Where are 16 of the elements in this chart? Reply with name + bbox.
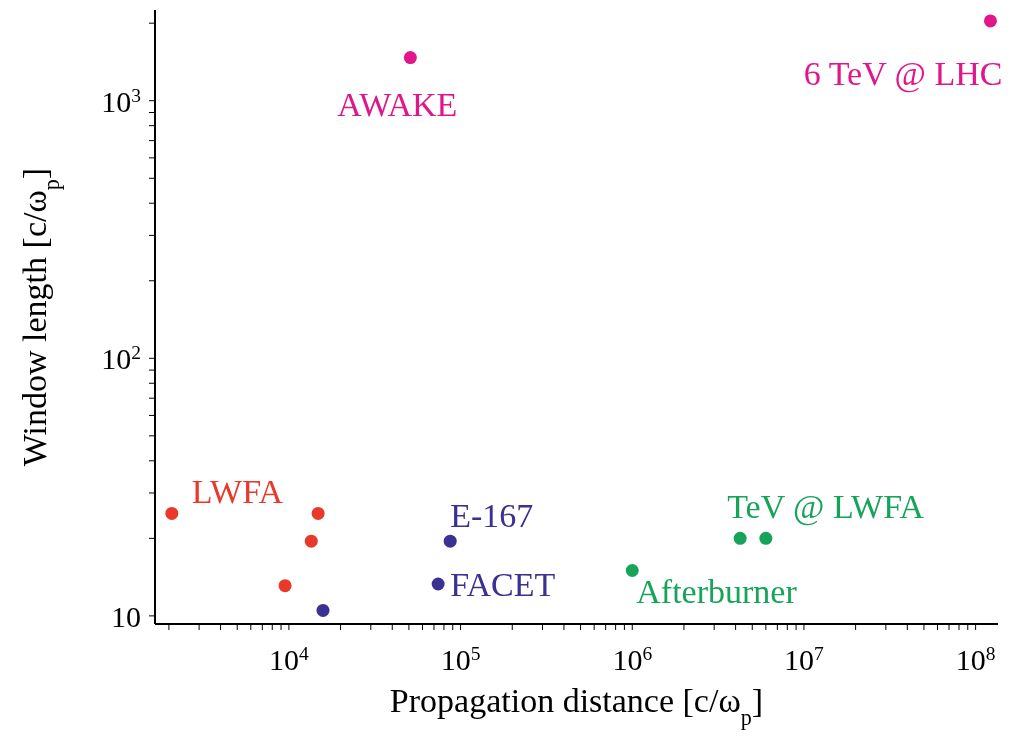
x-tick-label: 10$^{7}$	[784, 642, 825, 676]
series-label: LWFA	[191, 473, 284, 511]
y-tick-label: 10$^{3}$	[101, 84, 141, 118]
series-label: FACET	[450, 565, 556, 603]
series-label: E-167	[450, 497, 534, 535]
x-tick-label: 10$^{8}$	[955, 642, 996, 676]
y-tick-label: 10$^{2}$	[101, 341, 141, 376]
series-label: AWAKE	[337, 85, 458, 123]
y-tick-label: 10	[111, 599, 141, 633]
series-label: Afterburner	[636, 572, 798, 610]
series-label: TeV @ LWFA	[727, 488, 925, 527]
x-tick-label: 10$^{6}$	[612, 642, 653, 676]
series-label: 6 TeV @ LHC	[803, 54, 1003, 93]
x-axis-title: Propagation distance [c/ω$_{p}$]	[389, 682, 764, 730]
x-tick-label: 10$^{5}$	[440, 642, 481, 676]
x-tick-label: 10$^{4}$	[269, 642, 310, 676]
